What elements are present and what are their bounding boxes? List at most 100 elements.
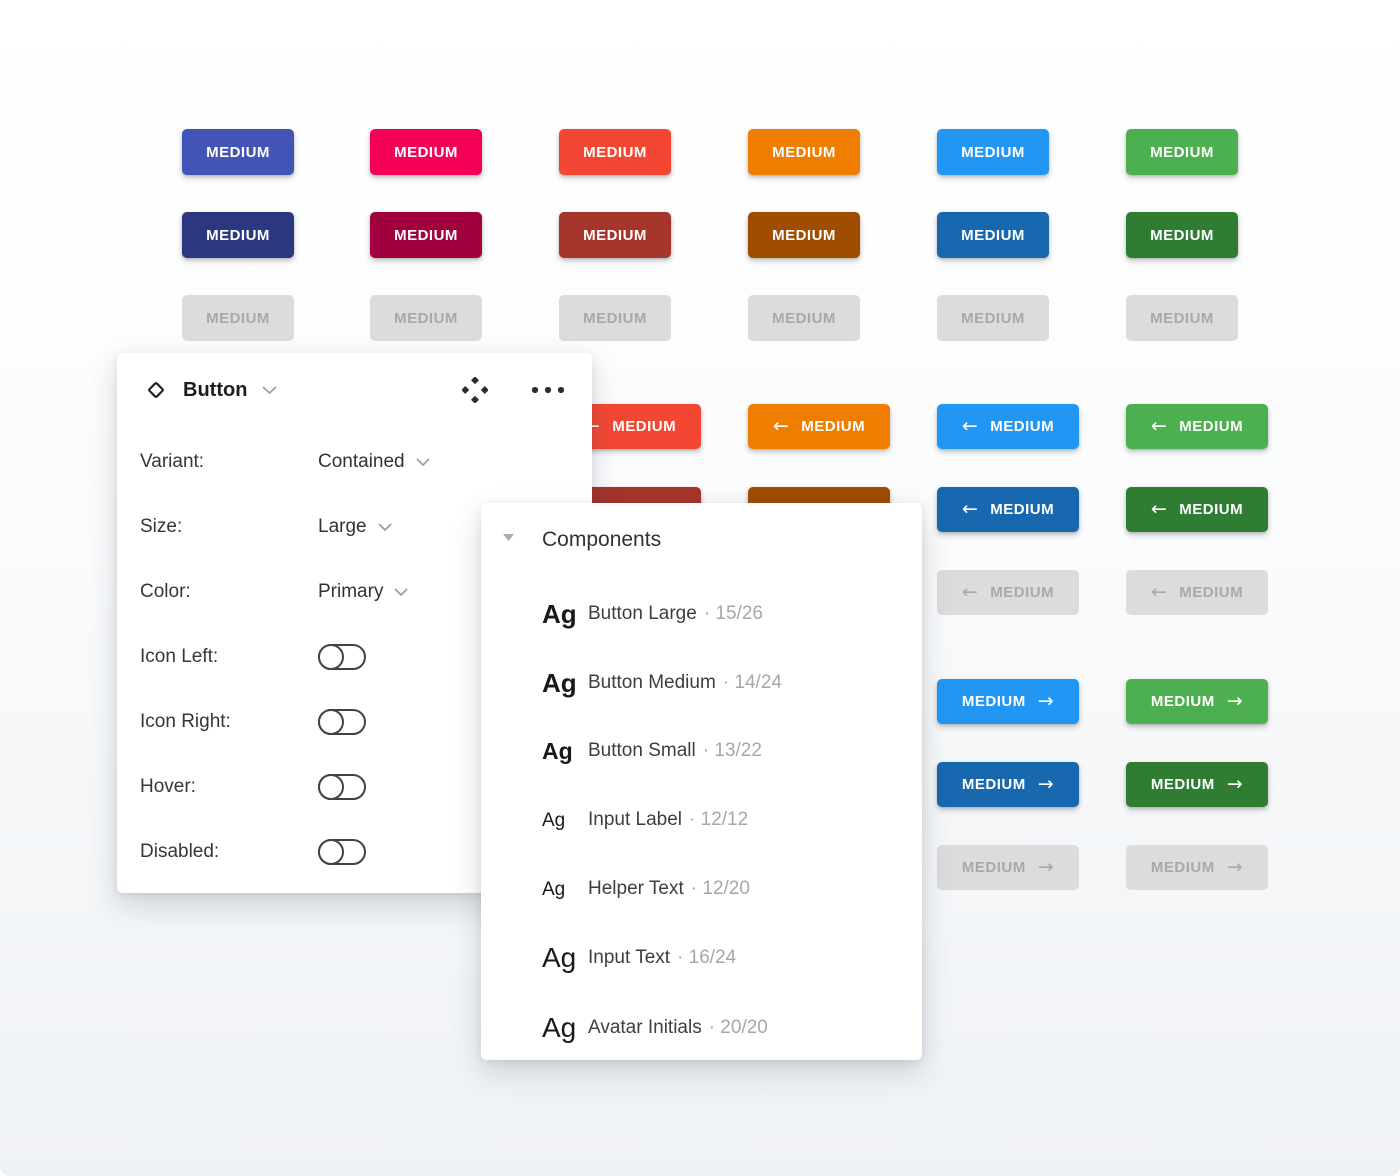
button-label: MEDIUM bbox=[961, 776, 1026, 793]
arrow-left-icon: ← bbox=[961, 415, 979, 437]
component-name: Helper Text bbox=[588, 878, 684, 899]
arrow-right-icon: → bbox=[1037, 773, 1055, 795]
variant-label: Variant: bbox=[140, 451, 205, 472]
button-plain-blue-base[interactable]: MEDIUM bbox=[937, 129, 1049, 175]
component-list-item[interactable]: Ag Helper Text · 12/20 bbox=[542, 869, 902, 909]
component-list-item[interactable]: Ag Button Medium · 14/24 bbox=[542, 663, 902, 703]
button-plain-blue-dark[interactable]: MEDIUM bbox=[937, 212, 1049, 258]
more-options-icon[interactable] bbox=[528, 378, 568, 402]
button-plain-red-disabled[interactable]: MEDIUM bbox=[559, 295, 671, 341]
icon-left-toggle[interactable] bbox=[318, 644, 366, 670]
button-plain-blue-disabled[interactable]: MEDIUM bbox=[937, 295, 1049, 341]
component-list-item[interactable]: Ag Input Text · 16/24 bbox=[542, 938, 902, 978]
arrow-right-icon: → bbox=[1226, 773, 1244, 795]
text-style-preview: Ag bbox=[542, 668, 577, 698]
component-name: Avatar Initials bbox=[588, 1017, 702, 1038]
button-label: MEDIUM bbox=[961, 226, 1025, 244]
button-label: MEDIUM bbox=[612, 418, 677, 435]
icon-right-toggle[interactable] bbox=[318, 709, 366, 735]
button-label: MEDIUM bbox=[772, 143, 836, 161]
text-style-preview: Ag bbox=[542, 809, 566, 831]
arrow-left-icon: ← bbox=[1150, 581, 1168, 603]
disabled-toggle-knob bbox=[318, 839, 344, 865]
component-list-item[interactable]: Ag Avatar Initials · 20/20 bbox=[542, 1008, 902, 1048]
chevron-down-icon[interactable] bbox=[262, 386, 277, 395]
button-plain-orange-base[interactable]: MEDIUM bbox=[748, 129, 860, 175]
variant-dropdown[interactable]: Contained bbox=[318, 451, 430, 473]
button-plain-green-disabled[interactable]: MEDIUM bbox=[1126, 295, 1238, 341]
component-list-item[interactable]: Ag Input Label · 12/12 bbox=[542, 800, 902, 840]
hover-toggle[interactable] bbox=[318, 774, 366, 800]
text-style-preview: Ag bbox=[542, 599, 577, 629]
collapse-caret-icon[interactable] bbox=[502, 533, 515, 542]
button-icon-left-blue-base[interactable]: ← MEDIUM bbox=[937, 404, 1079, 449]
button-icon-left-green-disabled[interactable]: ← MEDIUM bbox=[1126, 570, 1268, 615]
button-label: MEDIUM bbox=[772, 226, 836, 244]
button-icon-left-green-base[interactable]: ← MEDIUM bbox=[1126, 404, 1268, 449]
button-label: MEDIUM bbox=[583, 143, 647, 161]
button-label: MEDIUM bbox=[1179, 418, 1244, 435]
arrow-left-icon: ← bbox=[1150, 415, 1168, 437]
button-plain-orange-dark[interactable]: MEDIUM bbox=[748, 212, 860, 258]
button-plain-red-base[interactable]: MEDIUM bbox=[559, 129, 671, 175]
button-icon-right-blue-disabled[interactable]: MEDIUM → bbox=[937, 845, 1079, 890]
component-size-count: · 14/24 bbox=[722, 672, 782, 693]
components-panel-title: Components bbox=[542, 528, 662, 551]
button-label: MEDIUM bbox=[1150, 143, 1214, 161]
size-dropdown[interactable]: Large bbox=[318, 516, 392, 538]
color-label: Color: bbox=[140, 581, 191, 602]
button-plain-green-base[interactable]: MEDIUM bbox=[1126, 129, 1238, 175]
button-plain-pink-dark[interactable]: MEDIUM bbox=[370, 212, 482, 258]
icon-right-toggle-knob bbox=[318, 709, 344, 735]
button-label: MEDIUM bbox=[961, 143, 1025, 161]
arrow-right-icon: → bbox=[1037, 856, 1055, 878]
color-dropdown[interactable]: Primary bbox=[318, 581, 408, 603]
chevron-down-icon bbox=[395, 588, 408, 596]
button-plain-orange-disabled[interactable]: MEDIUM bbox=[748, 295, 860, 341]
chevron-down-icon bbox=[378, 523, 392, 531]
hover-label: Hover: bbox=[140, 776, 196, 797]
button-icon-right-green-disabled[interactable]: MEDIUM → bbox=[1126, 845, 1268, 890]
arrow-left-icon: ← bbox=[1150, 498, 1168, 520]
property-row-color: Color: Primary bbox=[140, 576, 569, 608]
button-plain-indigo-base[interactable]: MEDIUM bbox=[182, 129, 294, 175]
button-icon-left-blue-disabled[interactable]: ← MEDIUM bbox=[937, 570, 1079, 615]
button-icon-left-green-dark[interactable]: ← MEDIUM bbox=[1126, 487, 1268, 532]
button-label: MEDIUM bbox=[206, 143, 270, 161]
button-icon-right-green-base[interactable]: MEDIUM → bbox=[1126, 679, 1268, 724]
arrow-right-icon: → bbox=[1226, 856, 1244, 878]
button-label: MEDIUM bbox=[1150, 309, 1214, 327]
button-icon-right-green-dark[interactable]: MEDIUM → bbox=[1126, 762, 1268, 807]
component-list-item[interactable]: Ag Button Small · 13/22 bbox=[542, 731, 902, 771]
button-label: MEDIUM bbox=[206, 309, 270, 327]
chevron-down-icon bbox=[416, 458, 430, 466]
panel-title: Button bbox=[183, 378, 248, 401]
button-plain-indigo-disabled[interactable]: MEDIUM bbox=[182, 295, 294, 341]
text-style-preview: Ag bbox=[542, 1012, 577, 1043]
button-label: MEDIUM bbox=[1150, 693, 1215, 710]
button-icon-left-blue-dark[interactable]: ← MEDIUM bbox=[937, 487, 1079, 532]
component-name: Button Medium bbox=[588, 672, 716, 693]
button-label: MEDIUM bbox=[583, 309, 647, 327]
button-plain-red-dark[interactable]: MEDIUM bbox=[559, 212, 671, 258]
button-plain-pink-disabled[interactable]: MEDIUM bbox=[370, 295, 482, 341]
component-size-count: · 15/26 bbox=[703, 603, 763, 624]
button-icon-right-blue-dark[interactable]: MEDIUM → bbox=[937, 762, 1079, 807]
button-plain-pink-base[interactable]: MEDIUM bbox=[370, 129, 482, 175]
hover-toggle-knob bbox=[318, 774, 344, 800]
button-label: MEDIUM bbox=[206, 226, 270, 244]
component-name: Button Large bbox=[588, 603, 697, 624]
button-icon-right-blue-base[interactable]: MEDIUM → bbox=[937, 679, 1079, 724]
arrow-right-icon: → bbox=[1037, 690, 1055, 712]
button-label: MEDIUM bbox=[1150, 226, 1214, 244]
button-icon-left-orange-base[interactable]: ← MEDIUM bbox=[748, 404, 890, 449]
disabled-toggle[interactable] bbox=[318, 839, 366, 865]
button-plain-indigo-dark[interactable]: MEDIUM bbox=[182, 212, 294, 258]
component-list-item[interactable]: Ag Button Large · 15/26 bbox=[542, 594, 902, 634]
text-style-preview: Ag bbox=[542, 737, 573, 764]
component-size-count: · 12/12 bbox=[689, 809, 749, 830]
button-label: MEDIUM bbox=[1150, 859, 1215, 876]
component-instance-icon[interactable] bbox=[462, 377, 488, 403]
button-plain-green-dark[interactable]: MEDIUM bbox=[1126, 212, 1238, 258]
text-style-preview: Ag bbox=[542, 942, 577, 973]
